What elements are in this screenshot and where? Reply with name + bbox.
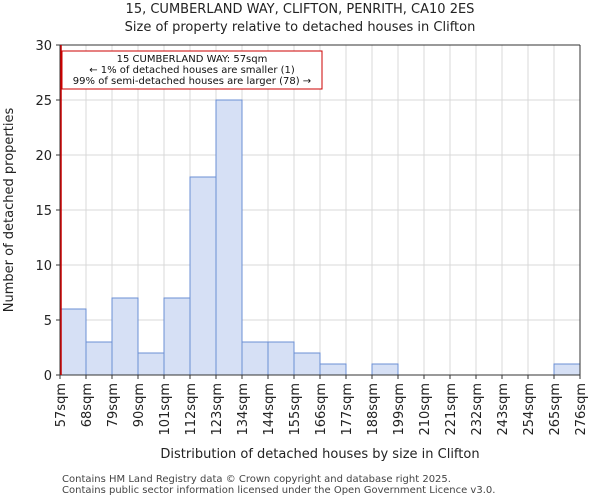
x-tick-label: 188sqm [366, 383, 381, 436]
chart-title-address: 15, CUMBERLAND WAY, CLIFTON, PENRITH, CA… [125, 2, 475, 17]
bar-112sqm [189, 176, 217, 376]
x-tick-label: 166sqm [314, 383, 329, 436]
bar-101sqm [163, 297, 191, 376]
x-tick-label: 144sqm [262, 383, 277, 436]
bar-188sqm [371, 363, 399, 376]
x-tick-label: 243sqm [496, 383, 511, 436]
x-tick-label: 68sqm [80, 383, 95, 427]
x-tick-label: 177sqm [340, 383, 355, 436]
y-tick-label: 10 [35, 259, 52, 274]
chart-title: Size of property relative to detached ho… [124, 20, 476, 35]
y-axis-label: Number of detached properties [2, 108, 17, 313]
bar-90sqm [137, 352, 165, 376]
footer-copyright: Contains HM Land Registry data © Crown c… [62, 474, 451, 485]
x-tick-label: 101sqm [158, 383, 173, 436]
bar-68sqm [85, 341, 113, 376]
footer-licence: Contains public sector information licen… [62, 485, 496, 496]
x-tick-label: 276sqm [574, 383, 589, 436]
y-tick-label: 20 [35, 149, 52, 164]
x-tick-label: 232sqm [470, 383, 485, 436]
x-tick-label: 254sqm [522, 383, 537, 436]
annotation-line-1: 15 CUMBERLAND WAY: 57sqm [117, 54, 268, 65]
bar-134sqm [241, 341, 269, 376]
x-tick-label: 221sqm [444, 383, 459, 436]
x-tick-label: 210sqm [418, 383, 433, 436]
bar-265sqm [553, 363, 581, 376]
y-tick-label: 25 [35, 94, 52, 109]
x-tick-label: 199sqm [392, 383, 407, 436]
x-tick-label: 134sqm [236, 383, 251, 436]
x-tick-label: 57sqm [54, 383, 69, 427]
bar-155sqm [293, 352, 321, 376]
x-tick-label: 90sqm [132, 383, 147, 427]
bar-57sqm [59, 308, 87, 376]
property-annotation: 15 CUMBERLAND WAY: 57sqm ← 1% of detache… [61, 50, 323, 90]
y-tick-label: 5 [44, 314, 52, 329]
y-tick-label: 0 [44, 369, 52, 384]
x-tick-label: 155sqm [288, 383, 303, 436]
annotation-line-3: 99% of semi-detached houses are larger (… [73, 76, 311, 87]
annotation-line-2: ← 1% of detached houses are smaller (1) [89, 65, 295, 76]
x-tick-label: 265sqm [548, 383, 563, 436]
x-tick-label: 79sqm [106, 383, 121, 427]
y-tick-label: 30 [35, 39, 52, 54]
bar-144sqm [267, 341, 295, 376]
x-axis-label: Distribution of detached houses by size … [160, 447, 479, 462]
bar-166sqm [319, 363, 347, 376]
x-tick-label: 112sqm [184, 383, 199, 436]
bar-79sqm [111, 297, 139, 376]
bar-123sqm [215, 99, 243, 376]
y-tick-label: 15 [35, 204, 52, 219]
annotation-box [61, 50, 323, 90]
x-tick-label: 123sqm [210, 383, 225, 436]
